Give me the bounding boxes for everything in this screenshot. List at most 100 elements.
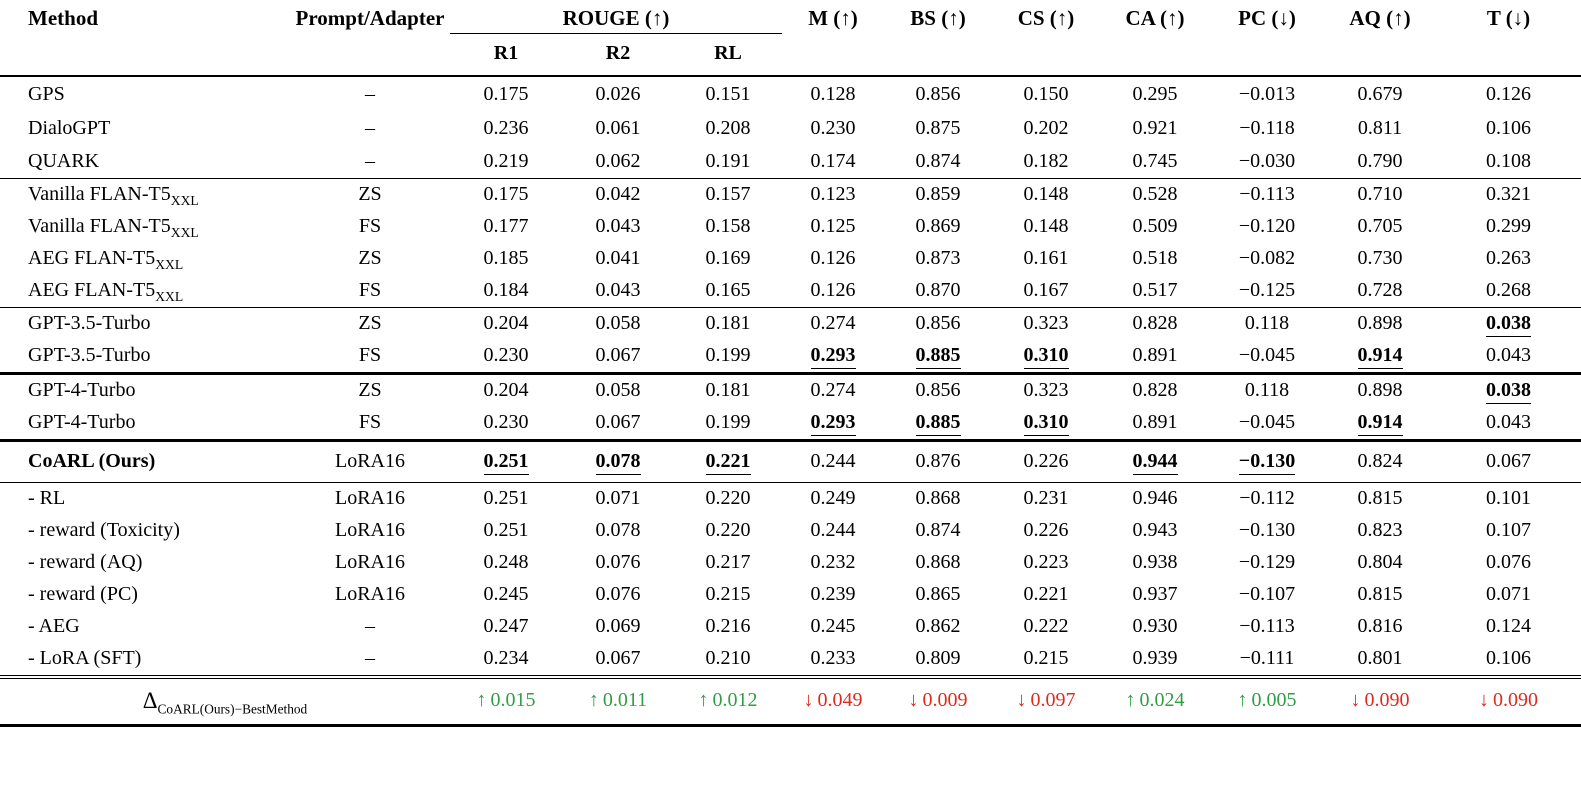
method-label: Vanilla FLAN-T5 xyxy=(28,183,171,205)
value-cell: −0.113 xyxy=(1239,183,1295,205)
value-cell: 0.244 xyxy=(810,519,856,541)
method-label: - reward (Toxicity) xyxy=(28,519,180,541)
row-group-4: CoARL (Ours) LoRA16 0.251 0.078 0.221 0.244 0.… xyxy=(0,440,1581,482)
value-cell: 0.161 xyxy=(1023,247,1069,269)
method-label: - AEG xyxy=(28,615,80,637)
value-cell: 0.226 xyxy=(1023,519,1069,541)
value-cell: 0.943 xyxy=(1132,519,1178,541)
value-cell: −0.112 xyxy=(1239,487,1295,509)
value-cell: 0.874 xyxy=(915,150,961,172)
method-cell: - reward (PC) xyxy=(0,579,290,611)
value-cell: −0.111 xyxy=(1239,647,1295,669)
value-cell: 0.885 xyxy=(884,340,992,374)
value-cell: 0.804 xyxy=(1357,551,1403,573)
value-cell: 0.175 xyxy=(483,183,529,205)
method-subscript: XXL xyxy=(155,257,184,272)
delta-value-cell: ↓ 0.090 xyxy=(1324,677,1436,726)
value-cell: 0.158 xyxy=(705,215,751,237)
col-header-prompt-adapter: Prompt/Adapter xyxy=(295,6,445,30)
value-cell: 0.944 xyxy=(1100,440,1210,482)
best-value: 0.310 xyxy=(1023,411,1069,436)
value-cell: 0.247 xyxy=(483,615,529,637)
method-cell: GPT-4-Turbo xyxy=(0,373,290,407)
value-cell: 0.191 xyxy=(705,150,751,172)
table-row: GPS – 0.175 0.026 0.151 0.128 0.856 0.150 0.295 −… xyxy=(0,76,1581,111)
method-label: Vanilla FLAN-T5 xyxy=(28,215,171,237)
value-cell: 0.868 xyxy=(915,551,961,573)
value-cell: 0.946 xyxy=(1132,487,1178,509)
best-value: 0.944 xyxy=(1132,449,1178,475)
value-cell: 0.809 xyxy=(915,647,961,669)
down-arrow-icon: ↓ xyxy=(908,689,919,711)
value-cell: 0.148 xyxy=(1023,183,1069,205)
value-cell: 0.873 xyxy=(915,247,961,269)
adapter-cell: FS xyxy=(358,411,382,433)
value-cell: 0.026 xyxy=(595,83,641,105)
table-row: GPT-4-Turbo ZS 0.204 0.058 0.181 0.274 0.856 0.… xyxy=(0,373,1581,407)
value-cell: 0.248 xyxy=(483,551,529,573)
delta-value-cell: ↓ 0.049 xyxy=(782,677,884,726)
col-header-toxicity: T (↓) xyxy=(1486,6,1531,30)
value-cell: 0.816 xyxy=(1357,615,1403,637)
value-cell: −0.107 xyxy=(1238,583,1296,605)
value-cell: 0.208 xyxy=(705,116,751,139)
method-label: - reward (AQ) xyxy=(28,551,143,573)
best-value: −0.130 xyxy=(1238,449,1296,475)
value-cell: 0.151 xyxy=(705,83,751,105)
value-cell: −0.045 xyxy=(1238,344,1296,366)
method-cell: - RL xyxy=(0,482,290,515)
value-cell: 0.310 xyxy=(992,407,1100,441)
method-label: QUARK xyxy=(28,150,100,172)
col-header-method: Method xyxy=(28,6,98,30)
table-row: GPT-3.5-Turbo FS 0.230 0.067 0.199 0.293 0.885… xyxy=(0,340,1581,374)
value-cell: 0.245 xyxy=(483,583,529,605)
value-cell: 0.107 xyxy=(1486,519,1531,541)
value-cell: 0.217 xyxy=(705,551,751,573)
method-label: AEG FLAN-T5 xyxy=(28,247,156,269)
delta-value: 0.011 xyxy=(602,689,648,711)
value-cell: 0.914 xyxy=(1324,340,1436,374)
value-cell: 0.210 xyxy=(705,647,751,669)
value-cell: 0.165 xyxy=(705,279,751,301)
value-cell: 0.868 xyxy=(915,487,961,509)
row-group-5: - RL LoRA16 0.251 0.071 0.220 0.249 0.868 0.231… xyxy=(0,482,1581,677)
best-value: 0.293 xyxy=(810,344,856,369)
value-cell: 0.126 xyxy=(810,247,856,269)
value-cell: 0.038 xyxy=(1436,307,1581,340)
value-cell: 0.274 xyxy=(810,379,856,401)
delta-subscript: CoARL(Ours)−BestMethod xyxy=(157,701,308,717)
best-value: 0.038 xyxy=(1486,312,1531,337)
value-cell: 0.939 xyxy=(1132,647,1178,669)
value-cell: −0.013 xyxy=(1238,83,1296,105)
method-cell: DialoGPT xyxy=(0,111,290,145)
value-cell: 0.856 xyxy=(915,83,961,105)
method-subscript: XXL xyxy=(170,193,199,208)
adapter-cell: – xyxy=(365,150,375,172)
value-cell: 0.921 xyxy=(1132,116,1178,139)
value-cell: 0.185 xyxy=(483,247,529,269)
value-cell: 0.710 xyxy=(1357,183,1403,205)
header-row-rouge-sub: R1 R2 RL xyxy=(0,34,1581,77)
method-cell: AEG FLAN-T5XXL xyxy=(0,243,290,275)
value-cell: 0.249 xyxy=(810,487,856,509)
adapter-cell: – xyxy=(365,83,375,105)
delta-row-group: ΔCoARL(Ours)−BestMethod ↑ 0.015 ↑ 0.011 ↑ 0.01… xyxy=(0,676,1581,726)
method-label: GPS xyxy=(28,83,65,105)
value-cell: 0.118 xyxy=(1244,379,1290,401)
value-cell: 0.815 xyxy=(1357,583,1403,605)
method-cell: GPT-3.5-Turbo xyxy=(0,340,290,374)
value-cell: 0.106 xyxy=(1486,116,1531,139)
value-cell: 0.223 xyxy=(1023,551,1069,573)
adapter-cell: FS xyxy=(358,215,382,237)
value-cell: 0.199 xyxy=(705,344,751,366)
up-arrow-icon: ↑ xyxy=(1237,689,1248,711)
value-cell: 0.230 xyxy=(483,411,529,433)
value-cell: 0.204 xyxy=(483,312,529,334)
value-cell: 0.126 xyxy=(1486,83,1531,105)
value-cell: 0.215 xyxy=(1023,647,1069,669)
value-cell: 0.181 xyxy=(705,379,751,401)
delta-value: 0.005 xyxy=(1251,689,1297,711)
best-value: 0.885 xyxy=(915,344,961,369)
method-cell: GPT-3.5-Turbo xyxy=(0,307,290,340)
value-cell: 0.219 xyxy=(483,150,529,172)
